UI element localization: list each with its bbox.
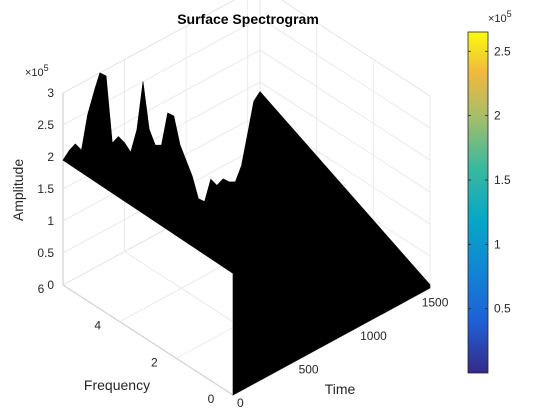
- z-tick-label-4: 2: [47, 150, 54, 164]
- colorbar-tick-label-3: 2: [494, 109, 501, 123]
- surface-mesh: [62, 72, 431, 396]
- z-grid-line-4: [62, 49, 431, 161]
- z-grid-line-6: [62, 0, 431, 97]
- y-tick-label-0: 0: [208, 392, 215, 406]
- colorbar: 0.5 1 1.5 2 2.5 ×105: [467, 9, 512, 374]
- x-tick-label-2: 1000: [360, 329, 387, 343]
- z-exponent-label: ×105: [25, 63, 49, 79]
- colorbar-tick-label-4: 2.5: [494, 44, 511, 58]
- z-tick-label-1: 0.5: [37, 246, 54, 260]
- colorbar-tick-label-2: 1.5: [494, 173, 511, 187]
- z-exponent-base: ×10: [25, 67, 44, 79]
- x-tick-label-1: 500: [299, 363, 319, 377]
- y-tick-label-3: 6: [38, 282, 45, 296]
- colorbar-tick-label-1: 1: [494, 237, 501, 251]
- y-axis-label: Frequency: [84, 377, 150, 393]
- x-tick-label-0: 0: [237, 396, 244, 410]
- svg-text:×105: ×105: [25, 63, 49, 79]
- z-exponent-power: 5: [44, 63, 49, 73]
- y-tick-label-1: 2: [151, 355, 158, 369]
- z-tick-label-6: 3: [47, 86, 54, 100]
- z-tick-label-5: 2.5: [37, 118, 54, 132]
- y-tick-label-2: 4: [94, 319, 101, 333]
- z-tick-label-0: 0: [47, 278, 54, 292]
- surface-plot: [62, 72, 431, 396]
- colorbar-exponent-label: ×105: [488, 9, 512, 25]
- colorbar-exponent-base: ×10: [488, 13, 507, 25]
- z-tick-label-2: 1: [47, 214, 54, 228]
- colorbar-tick-label-0: 0.5: [494, 302, 511, 316]
- colorbar-exponent-power: 5: [507, 9, 512, 19]
- z-grid-line-5: [62, 17, 431, 129]
- chart-title: Surface Spectrogram: [177, 11, 319, 27]
- z-tick-label-3: 1.5: [37, 182, 54, 196]
- colorbar-gradient: [467, 31, 489, 374]
- x-tick-label-3: 1500: [422, 296, 449, 310]
- z-axis-label: Amplitude: [10, 159, 26, 221]
- x-axis-label: Time: [325, 381, 356, 397]
